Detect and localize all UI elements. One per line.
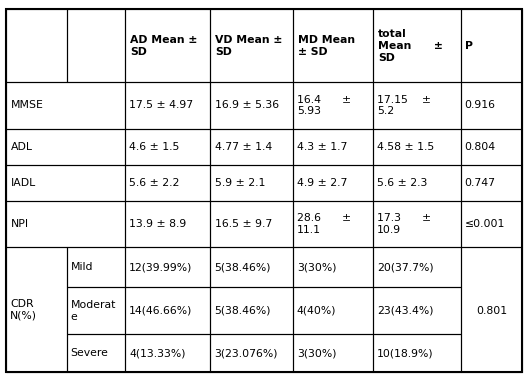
Bar — [461, 165, 522, 201]
Bar — [210, 129, 293, 165]
Text: 17.3      ±
10.9: 17.3 ± 10.9 — [377, 214, 431, 235]
Bar — [6, 201, 125, 247]
Bar — [125, 247, 210, 287]
Bar — [67, 9, 125, 82]
Text: 0.804: 0.804 — [465, 142, 495, 152]
Bar — [293, 335, 373, 372]
Text: 14(46.66%): 14(46.66%) — [129, 306, 193, 316]
Text: MD Mean
± SD: MD Mean ± SD — [298, 35, 355, 57]
Bar — [373, 335, 461, 372]
Bar — [293, 9, 373, 82]
Text: 4.3 ± 1.7: 4.3 ± 1.7 — [297, 142, 347, 152]
Text: 5.6 ± 2.3: 5.6 ± 2.3 — [377, 178, 428, 188]
Bar — [210, 82, 293, 129]
Text: total
Mean      ±
SD: total Mean ± SD — [378, 29, 443, 62]
Text: P: P — [465, 41, 473, 51]
Text: AD Mean ±
SD: AD Mean ± SD — [130, 35, 197, 57]
Bar — [125, 9, 210, 82]
Text: IADL: IADL — [11, 178, 36, 188]
Text: Mild: Mild — [71, 262, 93, 272]
Bar — [461, 129, 522, 165]
Text: 0.747: 0.747 — [465, 178, 495, 188]
Text: 4(40%): 4(40%) — [297, 306, 336, 316]
Bar — [373, 247, 461, 287]
Text: Moderat
e: Moderat e — [71, 300, 116, 322]
Bar — [125, 335, 210, 372]
Bar — [293, 201, 373, 247]
Bar — [373, 287, 461, 335]
Bar — [6, 82, 125, 129]
Text: 4(13.33%): 4(13.33%) — [129, 349, 186, 358]
Bar — [210, 165, 293, 201]
Text: 28.6      ±
11.1: 28.6 ± 11.1 — [297, 214, 351, 235]
Bar — [293, 82, 373, 129]
Bar — [67, 287, 125, 335]
Bar — [373, 165, 461, 201]
Text: 10(18.9%): 10(18.9%) — [377, 349, 434, 358]
Bar — [373, 9, 461, 82]
Text: 17.5 ± 4.97: 17.5 ± 4.97 — [129, 101, 193, 110]
Text: 20(37.7%): 20(37.7%) — [377, 262, 434, 272]
Bar — [6, 165, 125, 201]
Text: NPI: NPI — [11, 219, 29, 229]
Bar — [461, 201, 522, 247]
Bar — [293, 165, 373, 201]
Text: 4.77 ± 1.4: 4.77 ± 1.4 — [214, 142, 272, 152]
Bar — [6, 247, 67, 372]
Bar — [293, 287, 373, 335]
Text: 4.9 ± 2.7: 4.9 ± 2.7 — [297, 178, 347, 188]
Bar — [210, 201, 293, 247]
Text: MMSE: MMSE — [11, 101, 44, 110]
Bar — [67, 335, 125, 372]
Text: 5.9 ± 2.1: 5.9 ± 2.1 — [214, 178, 265, 188]
Text: 0.801: 0.801 — [476, 306, 507, 316]
Text: 3(30%): 3(30%) — [297, 349, 336, 358]
Text: 16.4      ±
5.93: 16.4 ± 5.93 — [297, 95, 351, 116]
Bar — [6, 129, 125, 165]
Bar — [373, 129, 461, 165]
Bar — [373, 82, 461, 129]
Text: 5(38.46%): 5(38.46%) — [214, 262, 271, 272]
Text: CDR
N(%): CDR N(%) — [10, 299, 37, 321]
Text: 5(38.46%): 5(38.46%) — [214, 306, 271, 316]
Text: ADL: ADL — [11, 142, 33, 152]
Text: 16.5 ± 9.7: 16.5 ± 9.7 — [214, 219, 272, 229]
Text: 4.6 ± 1.5: 4.6 ± 1.5 — [129, 142, 180, 152]
Text: 0.916: 0.916 — [465, 101, 495, 110]
Bar — [210, 247, 293, 287]
Bar — [461, 82, 522, 129]
Bar — [125, 201, 210, 247]
Bar — [6, 9, 67, 82]
Text: 4.58 ± 1.5: 4.58 ± 1.5 — [377, 142, 435, 152]
Bar — [293, 129, 373, 165]
Text: Severe: Severe — [71, 349, 108, 358]
Bar — [125, 129, 210, 165]
Text: VD Mean ±
SD: VD Mean ± SD — [215, 35, 282, 57]
Text: 3(30%): 3(30%) — [297, 262, 336, 272]
Bar — [373, 201, 461, 247]
Bar — [293, 247, 373, 287]
Text: 23(43.4%): 23(43.4%) — [377, 306, 433, 316]
Text: 3(23.076%): 3(23.076%) — [214, 349, 278, 358]
Text: 5.6 ± 2.2: 5.6 ± 2.2 — [129, 178, 180, 188]
Text: ≤0.001: ≤0.001 — [465, 219, 505, 229]
Bar — [210, 335, 293, 372]
Text: 16.9 ± 5.36: 16.9 ± 5.36 — [214, 101, 279, 110]
Text: 17.15    ±
5.2: 17.15 ± 5.2 — [377, 95, 431, 116]
Bar — [125, 287, 210, 335]
Bar — [67, 247, 125, 287]
Bar — [461, 9, 522, 82]
Bar — [461, 247, 522, 372]
Bar — [125, 165, 210, 201]
Bar — [210, 9, 293, 82]
Text: 13.9 ± 8.9: 13.9 ± 8.9 — [129, 219, 186, 229]
Bar — [210, 287, 293, 335]
Text: 12(39.99%): 12(39.99%) — [129, 262, 193, 272]
Bar — [125, 82, 210, 129]
